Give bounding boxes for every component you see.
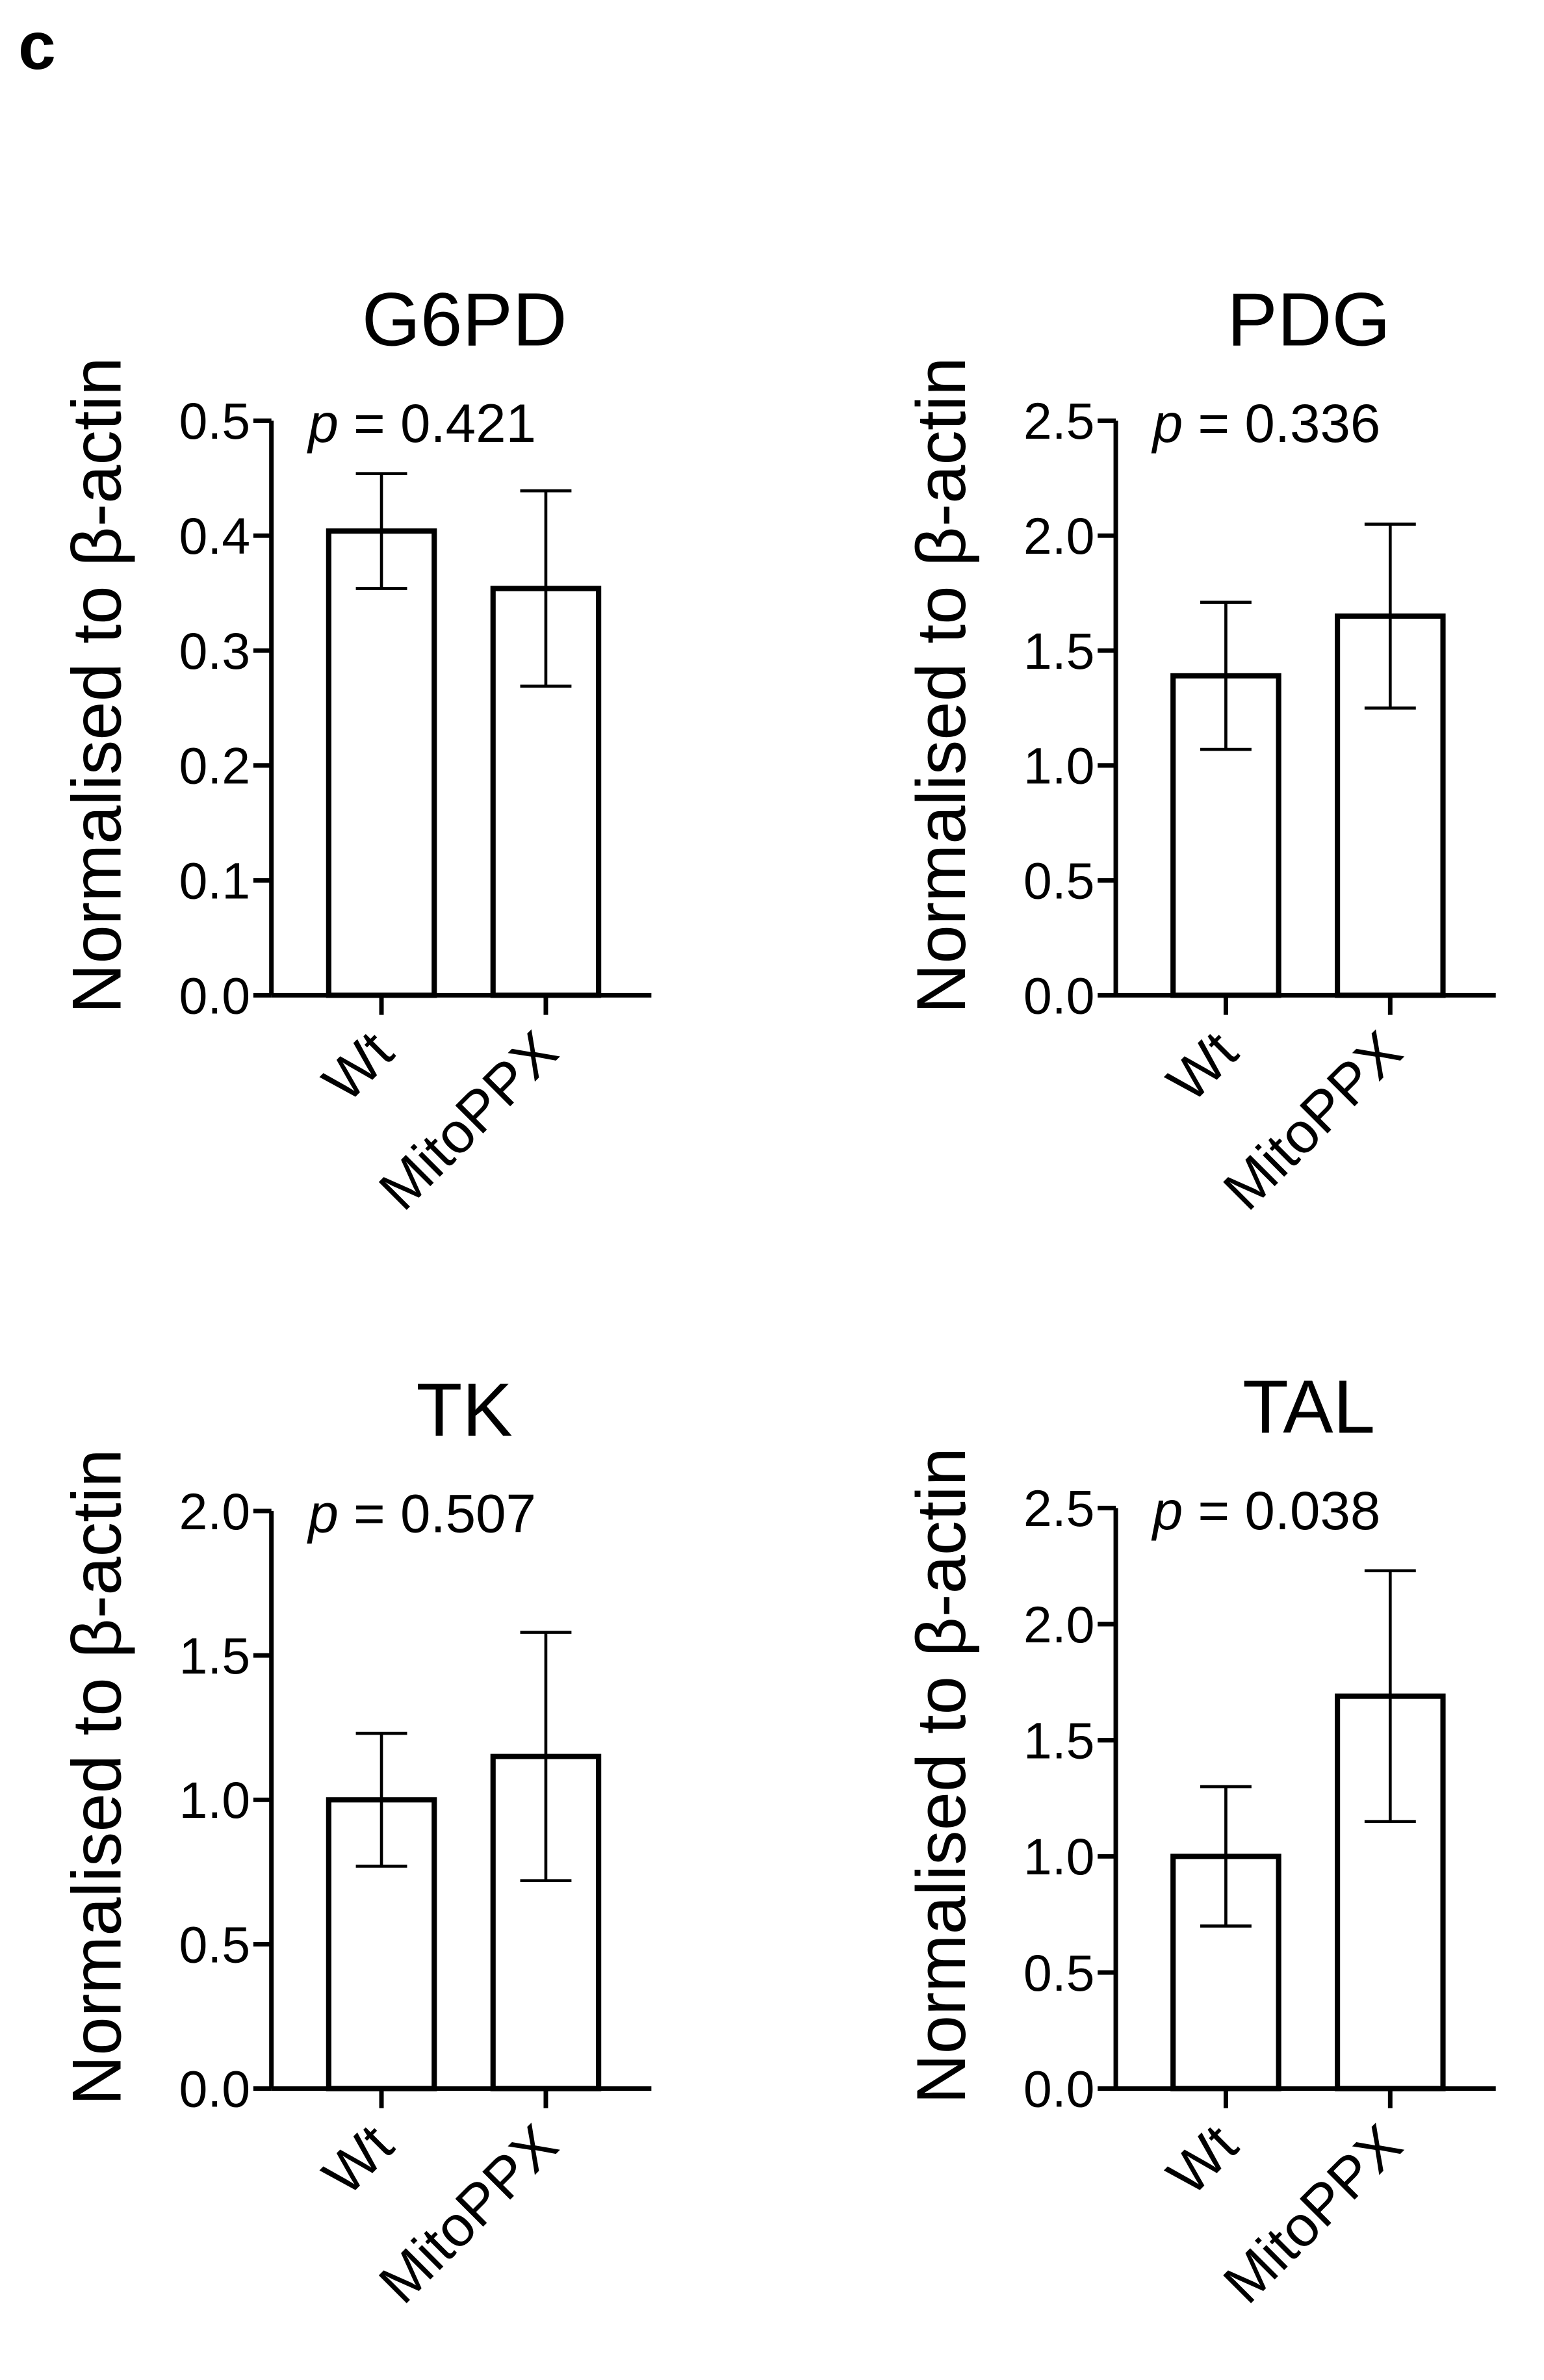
p-value-symbol: p xyxy=(1151,1480,1183,1541)
y-tick-label: 0.5 xyxy=(179,393,251,450)
chart-title: PDG xyxy=(1227,277,1390,361)
p-value-text: = 0.507 xyxy=(339,1482,536,1544)
y-axis-label: Normalised to β-actin xyxy=(902,357,980,1013)
x-tick-label-wt: Wt xyxy=(1155,2112,1250,2207)
y-tick-label: 1.0 xyxy=(1023,738,1095,795)
y-tick-label: 1.0 xyxy=(1023,1828,1095,1885)
panel-label: c xyxy=(18,8,56,84)
y-tick-label: 1.0 xyxy=(179,1772,251,1829)
x-tick-label-mitoppx: MitoPPX xyxy=(367,1019,570,1222)
y-tick-label: 2.0 xyxy=(1023,508,1095,565)
p-value-symbol: p xyxy=(306,1482,338,1544)
chart-title: TK xyxy=(417,1367,513,1452)
y-axis-label: Normalised to β-actin xyxy=(58,1449,136,2105)
x-tick-label-mitoppx: MitoPPX xyxy=(1211,2112,1414,2316)
y-tick-label: 0.4 xyxy=(179,508,251,565)
y-tick-label: 0.3 xyxy=(179,623,251,680)
y-tick-label: 2.5 xyxy=(1023,1480,1095,1537)
p-value-annotation: p = 0.336 xyxy=(1151,393,1381,454)
x-tick-label-wt: Wt xyxy=(1155,1019,1250,1114)
bar-wt xyxy=(326,528,437,998)
y-axis-label: Normalised to β-actin xyxy=(58,357,136,1013)
p-value-symbol: p xyxy=(1151,393,1183,454)
y-tick-label: 0.2 xyxy=(179,738,251,795)
p-value-text: = 0.038 xyxy=(1183,1480,1380,1541)
y-tick-label: 0.5 xyxy=(1023,1945,1095,2002)
p-value-annotation: p = 0.507 xyxy=(306,1482,536,1544)
y-tick-label: 2.0 xyxy=(1023,1596,1095,1653)
y-tick-label: 2.5 xyxy=(1023,393,1095,450)
y-tick-label: 0.0 xyxy=(1023,2060,1095,2117)
y-tick-label: 0.0 xyxy=(179,2060,251,2117)
p-value-annotation: p = 0.038 xyxy=(1151,1480,1381,1541)
x-tick-label-wt: Wt xyxy=(311,2112,405,2207)
p-value-text: = 0.421 xyxy=(339,393,536,454)
y-tick-label: 0.0 xyxy=(1023,967,1095,1024)
chart-g6pd: G6PD p = 0.421 Normalised to β-actin 0.0 0.1… xyxy=(58,277,652,1222)
p-value-symbol: p xyxy=(306,393,338,454)
x-tick-label-mitoppx: MitoPPX xyxy=(367,2112,570,2316)
p-value-text: = 0.336 xyxy=(1183,393,1380,454)
y-tick-label: 1.5 xyxy=(1023,623,1095,680)
y-axis-label: Normalised to β-actin xyxy=(902,1447,980,2104)
y-tick-label: 0.0 xyxy=(179,967,251,1024)
x-tick-label-wt: Wt xyxy=(311,1019,405,1114)
y-tick-label: 0.5 xyxy=(1023,852,1095,909)
chart-tk: TK p = 0.507 Normalised to β-actin 0.0 0.5 1.… xyxy=(58,1367,652,2315)
y-tick-label: 2.0 xyxy=(179,1483,251,1540)
chart-title: TAL xyxy=(1242,1364,1375,1449)
y-tick-label: 0.1 xyxy=(179,852,251,909)
p-value-annotation: p = 0.421 xyxy=(306,393,536,454)
y-tick-label: 0.5 xyxy=(179,1916,251,1973)
x-tick-label-mitoppx: MitoPPX xyxy=(1211,1019,1414,1222)
chart-pdg: PDG p = 0.336 Normalised to β-actin 0.0 0.5 1… xyxy=(902,277,1496,1222)
chart-tal: TAL p = 0.038 Normalised to β-actin 0.0 0.5 1… xyxy=(902,1364,1496,2315)
chart-title: G6PD xyxy=(362,277,567,361)
y-tick-label: 1.5 xyxy=(1023,1712,1095,1769)
y-tick-label: 1.5 xyxy=(179,1627,251,1685)
